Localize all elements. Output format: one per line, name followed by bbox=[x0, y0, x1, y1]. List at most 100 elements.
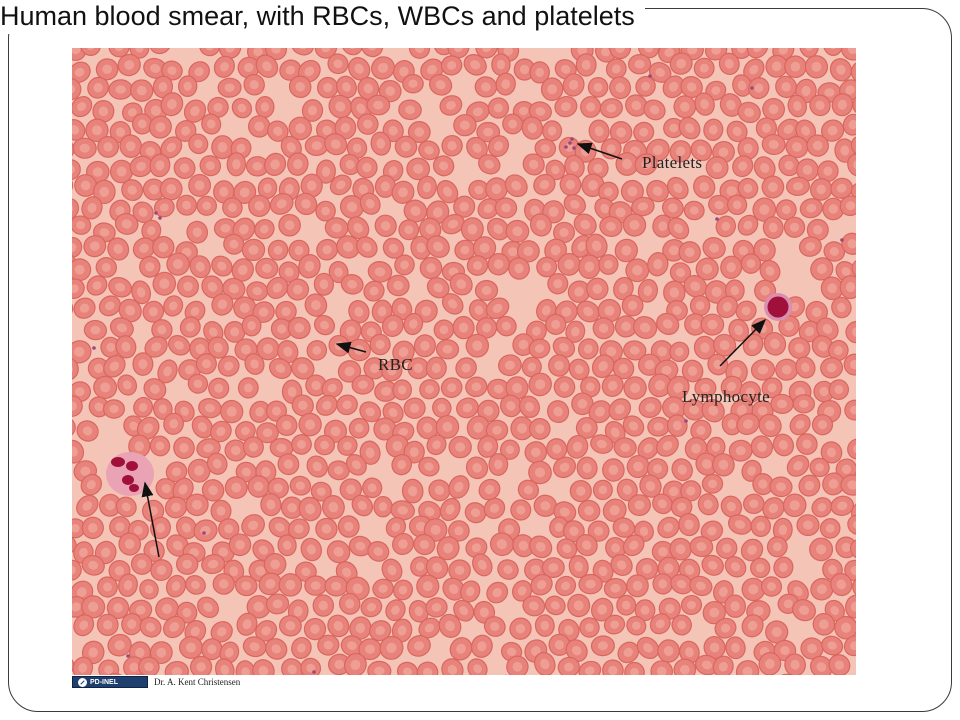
rbc-cell bbox=[681, 359, 704, 383]
rbc-cell bbox=[783, 216, 806, 238]
rbc-cell bbox=[339, 319, 362, 343]
rbc-cell bbox=[118, 573, 138, 597]
rbc-cell bbox=[485, 419, 509, 441]
rbc-cell bbox=[799, 198, 823, 219]
rbc-cell bbox=[613, 276, 634, 301]
rbc-cell bbox=[73, 614, 95, 637]
rbc-cell bbox=[796, 514, 820, 537]
rbc-cell bbox=[83, 235, 107, 258]
rbc-cell bbox=[486, 581, 509, 604]
red-blood-cells bbox=[72, 48, 856, 675]
rbc-cell bbox=[770, 393, 794, 415]
rbc-cell bbox=[616, 478, 638, 502]
rbc-cell bbox=[547, 273, 569, 295]
rbc-cell bbox=[72, 416, 76, 438]
rbc-cell bbox=[599, 98, 623, 119]
rbc-cell bbox=[622, 534, 645, 557]
rbc-cell bbox=[487, 97, 510, 119]
rbc-cell bbox=[811, 497, 833, 518]
rbc-cell bbox=[160, 92, 184, 117]
rbc-cell bbox=[287, 152, 309, 176]
rbc-cell bbox=[517, 479, 540, 501]
rbc-cell bbox=[121, 179, 144, 202]
rbc-cell bbox=[663, 117, 685, 139]
rbc-cell bbox=[567, 593, 591, 618]
rbc-cell bbox=[563, 520, 585, 543]
rbc-cell bbox=[712, 655, 734, 675]
rbc-cell bbox=[72, 137, 97, 159]
rbc-cell bbox=[758, 413, 782, 438]
rbc-cell bbox=[329, 174, 352, 196]
rbc-cell bbox=[367, 541, 390, 562]
rbc-cell bbox=[260, 493, 282, 517]
rbc-cell bbox=[81, 516, 104, 540]
rbc-cell bbox=[129, 48, 150, 59]
rbc-cell bbox=[719, 93, 742, 117]
rbc-cell bbox=[191, 415, 214, 439]
rbc-cell bbox=[573, 213, 597, 236]
rbc-cell bbox=[448, 435, 472, 459]
rbc-cell bbox=[547, 400, 570, 424]
rbc-cell bbox=[700, 313, 725, 336]
platelet bbox=[126, 654, 130, 658]
rbc-cell bbox=[279, 615, 302, 637]
rbc-cell bbox=[852, 92, 856, 116]
rbc-cell bbox=[152, 398, 173, 420]
platelet bbox=[154, 211, 158, 215]
rbc-cell bbox=[554, 95, 578, 118]
author-credit: Dr. A. Kent Christensen bbox=[154, 677, 241, 687]
rbc-cell bbox=[440, 377, 463, 398]
rbc-cell bbox=[97, 576, 118, 598]
rbc-cell bbox=[718, 52, 740, 75]
rbc-cell bbox=[106, 596, 130, 620]
rbc-cell bbox=[108, 79, 133, 100]
rbc-cell bbox=[132, 237, 156, 260]
rbc-cell bbox=[187, 373, 209, 394]
rbc-cell bbox=[201, 113, 222, 135]
rbc-cell bbox=[130, 79, 154, 102]
rbc-cell bbox=[472, 553, 493, 577]
rbc-cell bbox=[609, 76, 632, 100]
rbc-cell bbox=[357, 113, 379, 135]
rbc-cell bbox=[100, 336, 122, 358]
rbc-cell bbox=[544, 595, 566, 616]
rbc-cell bbox=[638, 397, 662, 418]
rbc-cell bbox=[286, 278, 310, 301]
rbc-cell bbox=[220, 399, 244, 424]
rbc-cell bbox=[143, 378, 167, 401]
rbc-cell bbox=[662, 396, 686, 420]
rbc-cell bbox=[300, 657, 322, 675]
rbc-cell bbox=[712, 453, 735, 477]
rbc-cell bbox=[701, 473, 724, 494]
rbc-cell bbox=[72, 656, 94, 675]
rbc-cell bbox=[564, 154, 585, 179]
rbc-cell bbox=[470, 634, 493, 658]
rbc-cell bbox=[95, 58, 119, 81]
rbc-cell bbox=[449, 637, 473, 661]
rbc-cell bbox=[196, 195, 217, 216]
rbc-cell bbox=[553, 456, 576, 479]
rbc-cell bbox=[439, 95, 463, 116]
rbc-cell bbox=[155, 597, 179, 621]
rbc-cell bbox=[256, 337, 280, 361]
rbc-cell bbox=[830, 177, 853, 199]
rbc-cell bbox=[519, 395, 540, 418]
rbc-cell bbox=[339, 153, 361, 176]
platelet bbox=[684, 419, 688, 423]
rbc-cell bbox=[72, 656, 75, 675]
rbc-cell bbox=[324, 575, 348, 597]
rbc-cell bbox=[689, 575, 713, 597]
rbc-cell bbox=[731, 48, 752, 59]
rbc-cell bbox=[617, 641, 640, 664]
rbc-cell bbox=[553, 376, 576, 398]
rbc-cell bbox=[150, 559, 173, 581]
rbc-cell bbox=[195, 353, 217, 375]
rbc-cell bbox=[177, 75, 198, 97]
rbc-cell bbox=[847, 514, 856, 535]
rbc-cell bbox=[716, 295, 738, 319]
rbc-cell bbox=[671, 614, 692, 636]
rbc-cell bbox=[466, 255, 489, 276]
rbc-cell bbox=[694, 377, 717, 399]
rbc-cell bbox=[460, 580, 481, 603]
rbc-cell bbox=[346, 137, 368, 159]
